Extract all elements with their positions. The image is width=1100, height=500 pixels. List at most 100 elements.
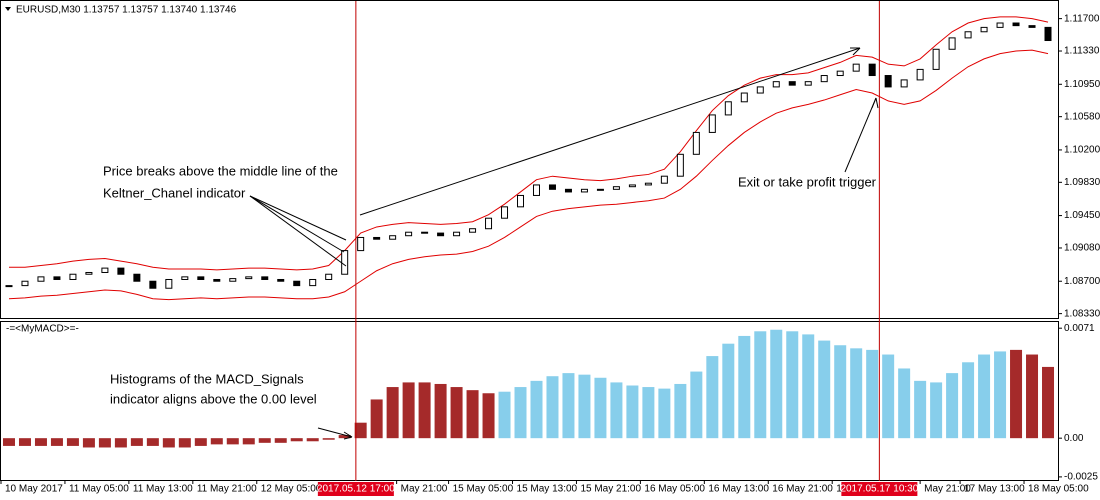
x-tick-label: 16 May 13:00 [708, 484, 769, 495]
candle [213, 278, 221, 282]
histogram-bar [386, 387, 399, 439]
candle [852, 63, 860, 72]
histogram-bar [418, 382, 431, 439]
histogram-bar [530, 380, 543, 439]
histogram-bar [994, 351, 1007, 439]
x-tick-label: 15 May 05:00 [453, 484, 514, 495]
histogram-bar [130, 438, 143, 446]
histogram-bar [98, 438, 111, 448]
histogram-bar [146, 438, 159, 446]
histogram-bar [610, 382, 623, 439]
candle [932, 48, 940, 70]
candle [245, 276, 253, 280]
histogram-bar [482, 393, 495, 439]
candle [804, 81, 812, 86]
histogram-bar [354, 422, 367, 439]
candle [21, 280, 29, 287]
y-tick-label: 1.08330 [1064, 308, 1100, 319]
candle [692, 131, 700, 155]
histogram-bar [274, 438, 287, 443]
x-tick-label: 11 May 05:00 [69, 484, 129, 495]
x-tick-label: 16 May 21:00 [772, 484, 833, 495]
histogram-bar [1010, 349, 1023, 439]
y-tick-label: 1.10200 [1064, 145, 1100, 156]
histogram-bar [34, 438, 47, 446]
histogram-bar [178, 438, 191, 448]
y-tick-label: 1.09080 [1064, 243, 1100, 254]
histogram-bar [962, 362, 975, 439]
histogram-bar [434, 383, 447, 439]
y-tick-label: 1.11700 [1064, 13, 1100, 24]
candle [37, 276, 45, 282]
histogram-bar [594, 377, 607, 439]
histogram-bar [578, 374, 591, 439]
histogram-bar [850, 348, 863, 439]
x-tick-label: 16 May 05:00 [644, 484, 705, 495]
histogram-bar [706, 356, 719, 439]
histogram-bar [866, 349, 879, 439]
candle [660, 175, 668, 184]
candle [596, 188, 604, 191]
histogram-bar [946, 373, 959, 439]
histogram-bar [258, 438, 271, 443]
menu-triangle [5, 7, 11, 11]
histogram-bar [2, 438, 15, 446]
candle [229, 278, 237, 282]
histogram-bar [50, 438, 63, 446]
histogram-bar [18, 438, 31, 446]
candle [453, 231, 461, 237]
x-tick-label: 1 [836, 484, 842, 495]
histogram-bar [162, 438, 175, 448]
x-tick-label: May 21:00 [924, 484, 971, 495]
histogram-bar [306, 438, 319, 442]
candle [1044, 26, 1052, 42]
y-tick-label: 1.08700 [1064, 276, 1100, 287]
histogram-bar [738, 335, 751, 439]
y-tick-label: 1.10580 [1064, 111, 1100, 122]
candle [309, 278, 317, 287]
candle [900, 79, 908, 88]
candle [820, 75, 828, 83]
histogram-bar [722, 343, 735, 439]
candle [868, 63, 876, 77]
candle [676, 153, 684, 177]
price-pane [0, 0, 1059, 319]
annotation-arrows [249, 47, 879, 440]
candle [117, 267, 125, 275]
histogram-bar [930, 382, 943, 439]
histogram-bar [210, 438, 223, 445]
histogram-bar [66, 438, 79, 446]
candle [996, 22, 1004, 28]
candle [501, 206, 509, 219]
x-tick-label: 11 May 21:00 [197, 484, 257, 495]
x-tick-label: 11 May 13:00 [133, 484, 193, 495]
symbol-header: EURUSD,M30 1.13757 1.13757 1.13740 1.137… [16, 5, 237, 16]
histogram-bar [1026, 354, 1039, 439]
candle [580, 188, 588, 193]
candle [964, 31, 972, 39]
candle [756, 86, 764, 94]
indicator-header: -=<MyMACD>=- [6, 324, 79, 335]
histogram-bar [114, 438, 127, 448]
candle [405, 231, 413, 237]
histogram-bar [546, 376, 559, 439]
histogram-bar [290, 438, 303, 442]
keltner-band [8, 49, 1049, 301]
histogram-bar [642, 387, 655, 439]
histogram-bar [690, 371, 703, 439]
candle [1012, 22, 1020, 27]
histogram-bar [770, 329, 783, 439]
candle [133, 273, 141, 282]
candle [788, 81, 796, 86]
keltner-band [8, 16, 1049, 271]
candle [85, 271, 93, 275]
candle [149, 280, 157, 289]
candle [261, 276, 269, 280]
candle [197, 276, 205, 280]
x-tick-label: 18 May 05:00 [1028, 484, 1089, 495]
candle [644, 182, 652, 186]
x-tick-label: 15 May 21:00 [580, 484, 641, 495]
candle [293, 280, 301, 287]
candle [740, 92, 748, 103]
histogram-bar [658, 388, 671, 439]
